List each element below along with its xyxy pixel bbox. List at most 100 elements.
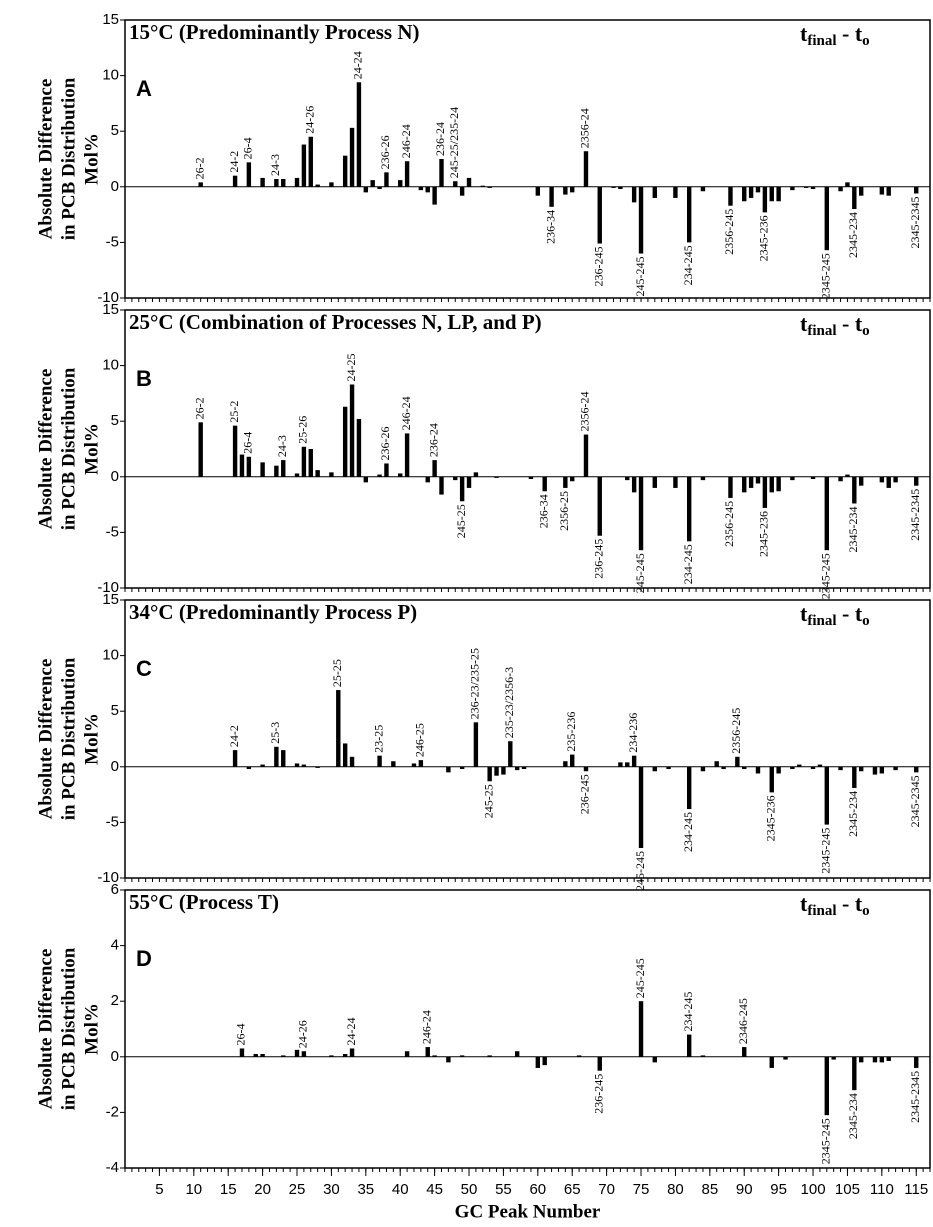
corner-label-part: - t	[837, 311, 863, 336]
bar	[349, 1048, 355, 1057]
bar-label: 246-24	[399, 396, 413, 430]
panel-letter: D	[136, 946, 152, 971]
bar	[508, 741, 513, 767]
bar	[914, 1056, 919, 1068]
bar	[336, 690, 341, 767]
plot-frame	[124, 19, 931, 299]
x-tick-label: 105	[835, 1181, 860, 1198]
bar	[810, 186, 816, 190]
bar	[404, 1051, 410, 1057]
bar	[810, 476, 816, 480]
bar	[845, 182, 850, 187]
bar	[914, 476, 919, 486]
bar-label: 234-245	[681, 544, 695, 584]
panel-title: 25°C (Combination of Processes N, LP, an…	[129, 310, 542, 334]
bar	[535, 1056, 541, 1068]
bar	[494, 766, 499, 776]
bar	[618, 186, 623, 190]
y-tick-label: 10	[102, 647, 119, 664]
bar	[453, 181, 458, 187]
bar	[542, 476, 547, 492]
bar	[652, 476, 657, 488]
y-axis-title: Absolute Difference	[35, 369, 56, 530]
corner-label-part: - t	[837, 891, 863, 916]
bar-label: 26-4	[241, 432, 255, 454]
corner-label-part: o	[862, 33, 870, 49]
bar	[845, 474, 850, 477]
bar	[377, 186, 382, 190]
bar-label: 2345-236	[757, 511, 771, 557]
bar	[363, 476, 369, 483]
bar-label: 234-245	[681, 245, 695, 285]
x-tick-label: 60	[529, 1181, 546, 1198]
bar	[239, 1048, 245, 1057]
bar-label: 236-34	[536, 494, 550, 528]
y-axis-title: Absolute Difference	[35, 659, 56, 820]
corner-label-part: final	[807, 903, 836, 919]
bar	[342, 1054, 348, 1057]
bar	[487, 1055, 492, 1057]
bar-label: 2345-234	[846, 212, 860, 258]
bar-label: 246-24	[399, 124, 413, 158]
bar	[294, 763, 300, 767]
bar	[521, 766, 527, 770]
bar-label: 245-25	[454, 504, 468, 538]
bar	[274, 465, 279, 477]
bar	[652, 1056, 657, 1063]
bar	[281, 179, 286, 187]
bar	[404, 161, 410, 187]
bar	[473, 472, 479, 477]
bar	[769, 766, 774, 793]
bar	[852, 766, 857, 788]
bar	[638, 476, 644, 551]
y-tick-label: -10	[97, 579, 119, 596]
bar	[274, 746, 279, 767]
bar	[776, 186, 781, 202]
corner-label: tfinal - to	[800, 21, 870, 49]
bar	[700, 1055, 706, 1057]
bar	[810, 766, 816, 770]
bar	[728, 186, 733, 206]
bar	[246, 766, 252, 770]
bar	[494, 476, 499, 478]
bar	[446, 1056, 451, 1063]
bar	[301, 144, 307, 187]
bar-label: 24-3	[275, 435, 289, 457]
y-axis-title: Mol%	[81, 713, 102, 765]
bar-label: 234-245	[681, 992, 695, 1032]
x-tick-label: 95	[770, 1181, 787, 1198]
bar-label: 235-23/2356-3	[502, 667, 516, 738]
y-tick-label: 6	[111, 881, 119, 898]
bar	[480, 185, 485, 187]
bar-label: 24-2	[227, 725, 241, 747]
bar	[570, 186, 575, 193]
y-tick-label: 4	[111, 937, 119, 954]
bar	[459, 186, 465, 196]
bar	[377, 755, 382, 767]
bar-label: 245-245	[633, 257, 647, 297]
bar	[638, 766, 644, 848]
bar	[700, 476, 706, 481]
bar	[824, 186, 829, 251]
corner-label-part: t	[800, 21, 808, 46]
bar-label: 236-245	[591, 247, 605, 287]
corner-label-part: - t	[837, 601, 863, 626]
bar	[342, 406, 348, 477]
bar	[893, 766, 898, 771]
bar-label: 2345-234	[846, 791, 860, 837]
bar	[466, 177, 472, 187]
bar	[872, 766, 878, 775]
bar-label: 236-245	[578, 774, 592, 814]
x-tick-label: 70	[598, 1181, 615, 1198]
y-tick-label: 0	[111, 468, 119, 485]
bar	[838, 476, 843, 482]
bar	[576, 1055, 582, 1057]
y-axis-title: Mol%	[81, 423, 102, 475]
bar-label: 26-2	[192, 397, 206, 419]
bar	[487, 186, 492, 188]
bar-label: 2356-245	[722, 501, 736, 547]
y-tick-label: -2	[106, 1103, 119, 1120]
bar-label: 25-25	[330, 659, 344, 687]
bar-label: 2345-245	[819, 828, 833, 874]
bar	[700, 186, 706, 192]
